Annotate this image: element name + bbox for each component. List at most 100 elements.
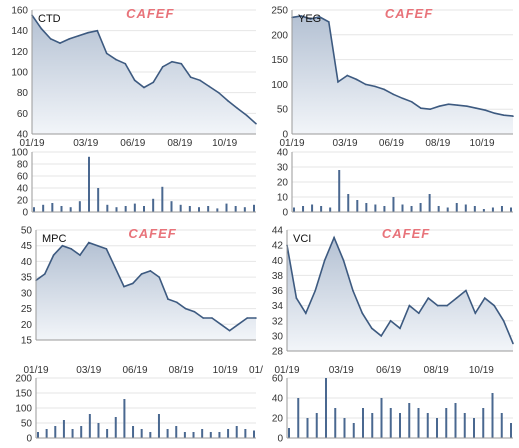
price-point [474, 312, 477, 314]
volume-bar [302, 206, 305, 212]
price-tick-label: 20 [21, 320, 33, 331]
volume-bar [45, 429, 48, 438]
price-point [124, 62, 127, 65]
volume-bar [218, 432, 221, 438]
price-point [333, 236, 335, 239]
price-tick-label: 44 [272, 226, 284, 237]
price-point [295, 297, 298, 299]
price-point [438, 105, 441, 108]
volume-bar [436, 418, 438, 438]
volume-bar [62, 420, 65, 438]
volume-bar [80, 426, 83, 438]
volume-bar [446, 207, 449, 212]
price-point [105, 52, 108, 55]
volume-bar [42, 204, 45, 212]
volume-bar [253, 430, 255, 438]
price-tick-label: 45 [21, 241, 33, 252]
volume-bar [69, 207, 72, 212]
price-tick-label: 40 [17, 130, 29, 141]
price-tick-label: 140 [11, 26, 28, 37]
price-tick-label: 34 [272, 301, 284, 312]
volume-bar [132, 426, 135, 438]
price-point [123, 285, 125, 288]
volume-bar [374, 204, 377, 212]
price-point [418, 312, 420, 314]
volume-tick-label: 0 [277, 434, 283, 445]
volume-bar [225, 203, 228, 212]
volume-bar [315, 413, 318, 438]
price-point [466, 105, 468, 108]
volume-tick-label: 0 [26, 434, 32, 445]
volume-bar [399, 413, 401, 438]
price-point [246, 317, 248, 319]
volume-bar [54, 426, 57, 438]
volume-bar [482, 209, 485, 212]
price-point [410, 100, 413, 103]
price-point [309, 18, 312, 20]
volume-tick-label: 40 [17, 184, 29, 195]
price-point [208, 85, 211, 88]
volume-tick-label: 20 [277, 178, 289, 189]
price-point [149, 270, 152, 272]
price-point [502, 319, 505, 322]
volume-bar [464, 204, 467, 212]
price-point [446, 304, 448, 307]
volume-bar [473, 206, 476, 212]
volume-bar [78, 201, 81, 212]
volume-bar [362, 408, 364, 438]
price-point [40, 27, 43, 30]
volume-bar [140, 429, 143, 438]
date-tick-label: 08/19 [167, 138, 192, 149]
date-tick-label: 03/19 [329, 365, 354, 376]
price-point [193, 310, 196, 313]
volume-bar [329, 207, 332, 212]
price-point [429, 108, 431, 110]
price-point [512, 115, 514, 117]
price-point [337, 81, 339, 83]
volume-tick-label: 200 [15, 374, 32, 385]
volume-bar [338, 170, 341, 212]
price-tick-label: 38 [272, 271, 284, 282]
price-tick-label: 32 [272, 316, 284, 327]
volume-bar [500, 206, 503, 212]
price-point [79, 254, 81, 256]
price-area [36, 242, 256, 340]
price-tick-label: 40 [272, 256, 284, 267]
volume-bar [306, 418, 309, 438]
date-tick-label: 10/19 [469, 365, 494, 376]
volume-tick-label: 40 [272, 394, 284, 405]
volume-bar [71, 429, 74, 438]
date-tick-label: 03/19 [76, 365, 101, 376]
date-tick-label: 01/19 [274, 365, 299, 376]
price-point [211, 317, 213, 319]
volume-bar [207, 206, 210, 212]
price-point [314, 289, 317, 292]
volume-bar [115, 207, 118, 212]
price-point [399, 327, 401, 330]
price-tick-label: 50 [277, 105, 289, 116]
volume-bar [454, 403, 457, 438]
price-point [352, 289, 354, 292]
volume-bar [356, 200, 359, 212]
volume-bar [510, 423, 512, 438]
volume-bar [482, 408, 485, 438]
price-point [228, 329, 231, 332]
price-point [152, 81, 155, 84]
price-point [140, 273, 143, 275]
volume-bar [500, 413, 503, 438]
price-point [456, 104, 459, 107]
volume-tick-label: 10 [277, 193, 289, 204]
volume-tick-label: 60 [272, 374, 284, 385]
price-point [465, 289, 467, 292]
price-point [475, 107, 477, 110]
volume-bar [311, 204, 314, 212]
price-point [300, 15, 303, 17]
price-point [484, 109, 487, 111]
volume-bar [51, 203, 54, 212]
volume-bar [133, 203, 136, 212]
price-point [512, 342, 514, 345]
price-tick-label: 0 [282, 130, 288, 141]
volume-tick-label: 80 [17, 160, 29, 171]
price-point [427, 297, 430, 299]
